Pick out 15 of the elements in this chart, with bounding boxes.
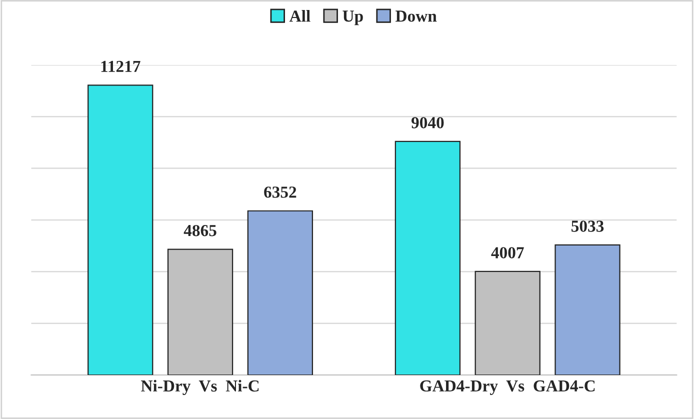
x-tick-label: GAD4-Dry Vs GAD4-C — [420, 380, 595, 395]
data-label: 9040 — [411, 117, 444, 128]
data-label: 6352 — [264, 186, 296, 198]
x-tick-label: Ni-Dry Vs Ni-C — [141, 380, 259, 396]
bar — [88, 84, 154, 376]
bar — [554, 244, 620, 376]
data-label: 11217 — [101, 60, 140, 72]
data-label: 4865 — [184, 224, 216, 236]
legend-label: Up — [342, 10, 363, 26]
bar — [247, 210, 314, 376]
legend-label: All — [289, 10, 310, 22]
data-label: 4007 — [491, 247, 524, 258]
legend-label: Down — [396, 10, 437, 22]
data-label: 5033 — [572, 220, 604, 232]
bar — [394, 140, 461, 376]
